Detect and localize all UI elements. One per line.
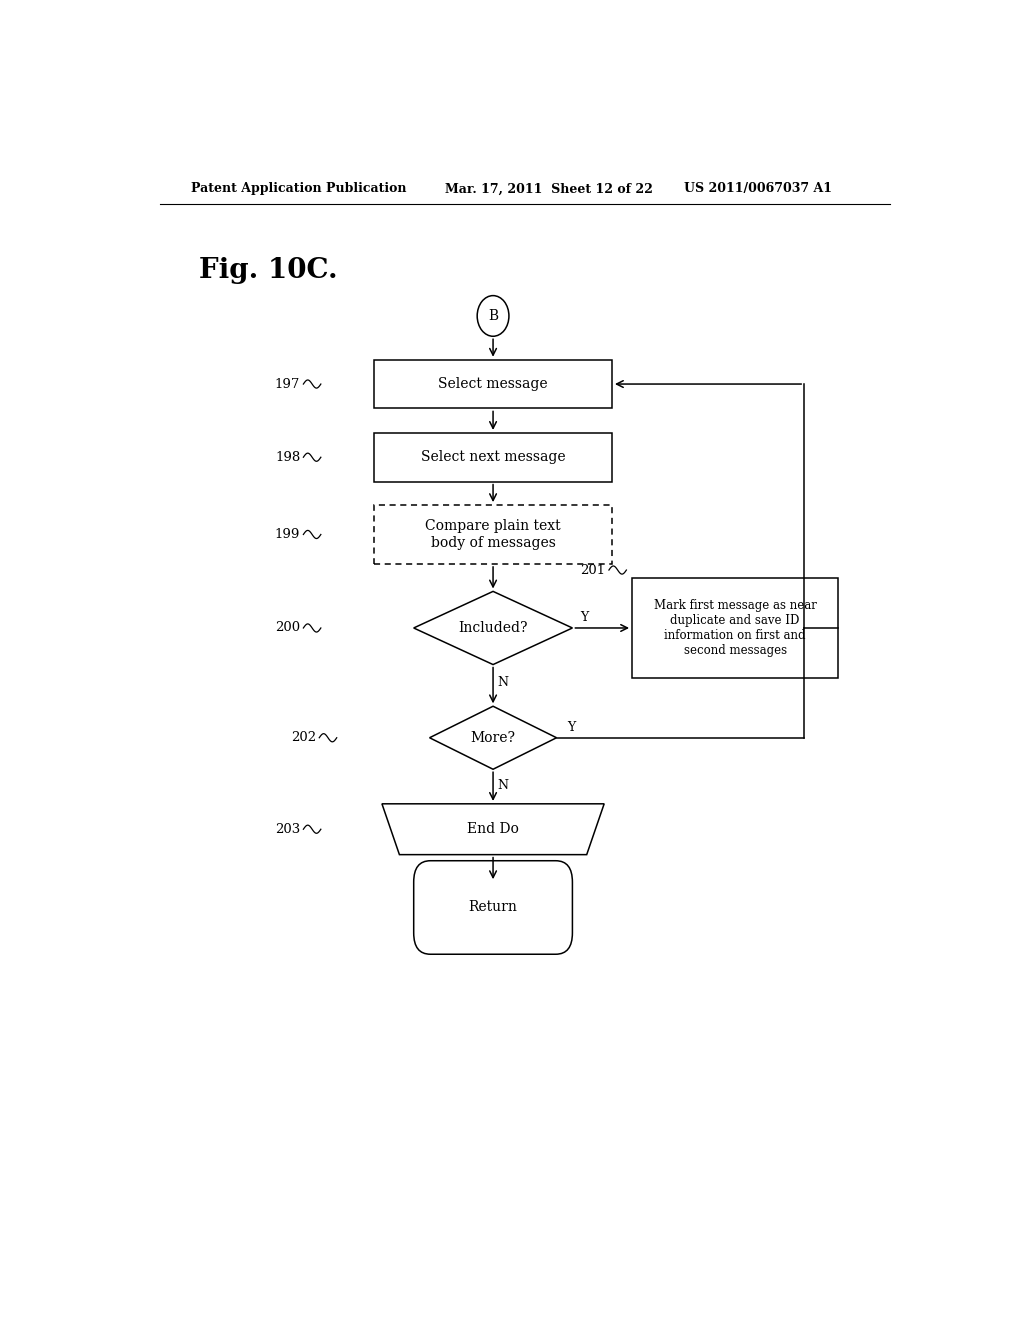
Circle shape — [477, 296, 509, 337]
Text: Select message: Select message — [438, 378, 548, 391]
Polygon shape — [382, 804, 604, 854]
Text: Y: Y — [581, 611, 589, 624]
Text: End Do: End Do — [467, 822, 519, 837]
FancyBboxPatch shape — [374, 359, 612, 408]
Text: 202: 202 — [291, 731, 316, 744]
Polygon shape — [414, 591, 572, 664]
Text: N: N — [497, 779, 508, 792]
FancyBboxPatch shape — [632, 578, 839, 677]
Text: More?: More? — [471, 731, 515, 744]
FancyBboxPatch shape — [374, 433, 612, 482]
Text: 198: 198 — [275, 450, 300, 463]
Text: Mark first message as near
duplicate and save ID
information on first and
second: Mark first message as near duplicate and… — [653, 599, 816, 657]
Text: Fig. 10C.: Fig. 10C. — [200, 256, 338, 284]
Text: Mar. 17, 2011  Sheet 12 of 22: Mar. 17, 2011 Sheet 12 of 22 — [445, 182, 653, 195]
Text: 200: 200 — [275, 622, 300, 635]
FancyBboxPatch shape — [414, 861, 572, 954]
Text: 197: 197 — [274, 378, 300, 391]
Text: Return: Return — [469, 900, 517, 915]
Text: 199: 199 — [274, 528, 300, 541]
Text: Patent Application Publication: Patent Application Publication — [191, 182, 407, 195]
Text: Compare plain text
body of messages: Compare plain text body of messages — [425, 519, 561, 549]
Text: US 2011/0067037 A1: US 2011/0067037 A1 — [684, 182, 831, 195]
Text: Y: Y — [566, 721, 574, 734]
Text: 201: 201 — [581, 564, 606, 577]
Text: 203: 203 — [275, 822, 300, 836]
Polygon shape — [430, 706, 557, 770]
Text: Select next message: Select next message — [421, 450, 565, 465]
Text: N: N — [497, 676, 508, 689]
Text: B: B — [488, 309, 498, 323]
Text: Included?: Included? — [459, 620, 527, 635]
FancyBboxPatch shape — [374, 506, 612, 564]
